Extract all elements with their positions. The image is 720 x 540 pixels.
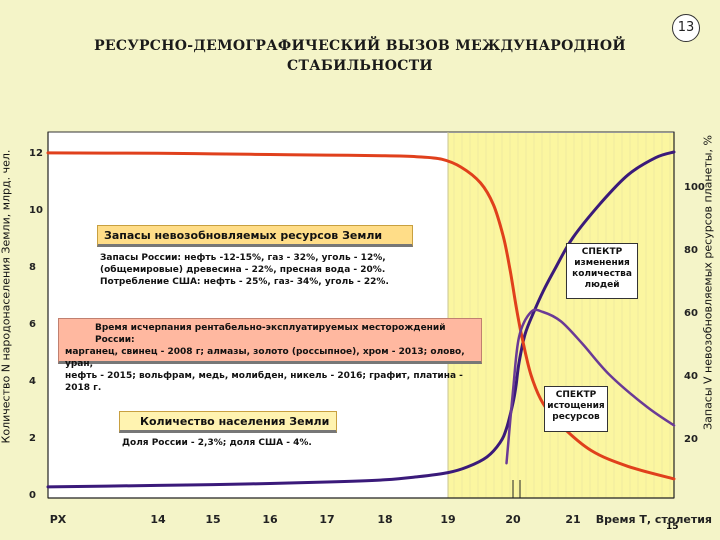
x-tick-label: 14: [150, 513, 166, 526]
y-right-tick-label: 60: [684, 308, 698, 319]
y-right-tick-label: 100: [684, 182, 705, 193]
spectrum-people-box: СПЕКТР изменения количества людей: [566, 243, 638, 299]
x-tick-label: 18: [377, 513, 392, 526]
reserves-title-box: Запасы невозобновляемых ресурсов Земли: [97, 225, 413, 247]
slide-title: РЕСУРСНО-ДЕМОГРАФИЧЕСКИЙ ВЫЗОВ МЕЖДУНАРО…: [60, 36, 660, 76]
spectrum-band: [448, 133, 674, 498]
x-tick-label: PX: [50, 513, 67, 526]
spectrum-res-line-1: СПЕКТР: [555, 390, 597, 400]
spectrum-resources-box: СПЕКТР истощения ресурсов: [544, 386, 608, 432]
y-left-tick-label: 0: [29, 490, 36, 501]
corner-tick-label: 15: [666, 522, 679, 532]
spectrum-res-line-3: ресурсов: [552, 412, 600, 422]
x-tick-label: 20: [505, 513, 521, 526]
reserves-line-3: Потребление США: нефть - 25%, газ- 34%, …: [100, 277, 389, 287]
spectrum-people-line-4: людей: [584, 280, 620, 290]
reserves-details: Запасы России: нефть -12-15%, газ - 32%,…: [100, 252, 410, 288]
population-title-box: Количество населения Земли: [119, 411, 337, 433]
y-left-tick-label: 2: [29, 433, 36, 444]
y-left-tick-label: 8: [29, 262, 36, 273]
depletion-line-1: Время исчерпания рентабельно-эксплуатиру…: [95, 323, 446, 345]
y-left-tick-label: 12: [29, 148, 43, 159]
spectrum-people-line-1: СПЕКТР: [581, 247, 623, 257]
depletion-line-3: нефть - 2015; вольфрам, медь, молибден, …: [65, 371, 463, 393]
y-right-tick-label: 20: [684, 434, 698, 445]
spectrum-people-line-2: изменения: [574, 258, 630, 268]
slide-number: 13: [672, 14, 700, 42]
spectrum-people-line-3: количества: [572, 269, 632, 279]
x-tick-label: 17: [319, 513, 334, 526]
x-tick-label: 19: [440, 513, 455, 526]
reserves-line-1: Запасы России: нефть -12-15%, газ - 32%,…: [100, 253, 386, 263]
population-share: Доля России - 2,3%; доля США - 4%.: [122, 438, 312, 448]
series-line-3: [505, 308, 676, 465]
depletion-line-2: марганец, свинец - 2008 г; алмазы, золот…: [65, 347, 465, 369]
spectrum-res-line-2: истощения: [547, 401, 605, 411]
reserves-line-2: (общемировые) древесина - 22%, пресная в…: [100, 265, 386, 275]
title-line-2: СТАБИЛЬНОСТИ: [287, 58, 433, 74]
x-tick-label: 21: [565, 513, 580, 526]
depletion-box: Время исчерпания рентабельно-эксплуатиру…: [58, 318, 482, 393]
x-tick-label: 15: [205, 513, 220, 526]
y-right-tick-label: 40: [684, 371, 698, 382]
x-tick-label: 16: [262, 513, 278, 526]
title-line-1: РЕСУРСНО-ДЕМОГРАФИЧЕСКИЙ ВЫЗОВ МЕЖДУНАРО…: [94, 38, 626, 54]
y-right-tick-label: 80: [684, 245, 698, 256]
x-axis-label: Время Т, столетия: [596, 513, 712, 526]
population-title: Количество населения Земли: [140, 415, 330, 428]
reserves-title: Запасы невозобновляемых ресурсов Земли: [104, 229, 383, 242]
series-line-1: [46, 150, 676, 489]
y-left-tick-label: 4: [29, 376, 36, 387]
y-left-tick-label: 6: [29, 319, 36, 330]
y-left-tick-label: 10: [29, 205, 43, 216]
